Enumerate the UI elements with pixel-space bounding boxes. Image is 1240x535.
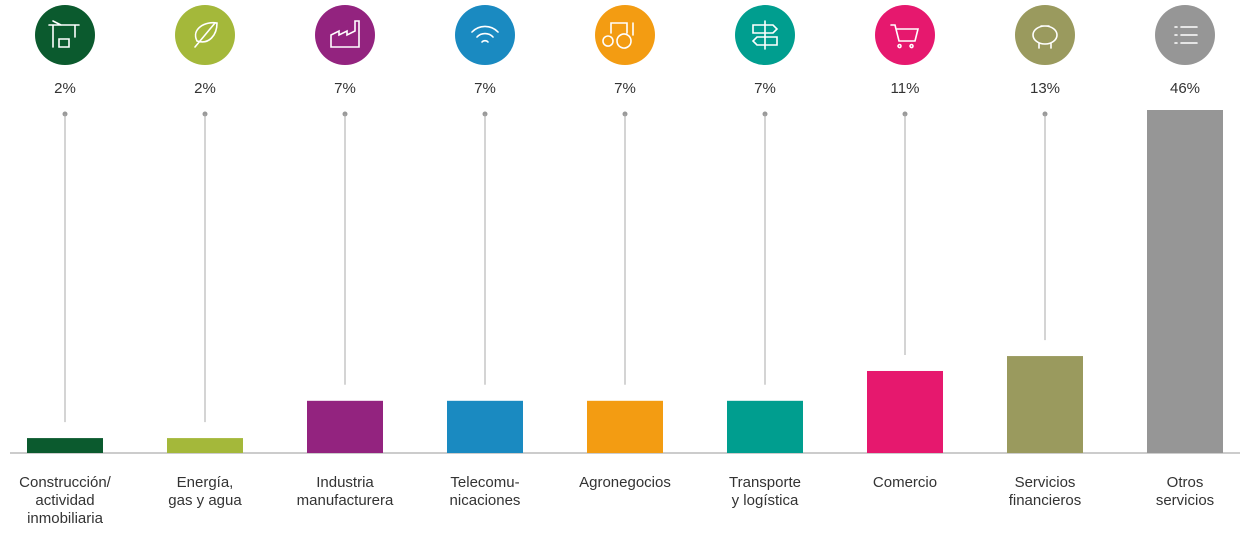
bar	[727, 400, 803, 453]
sector-icon	[1015, 5, 1075, 65]
icon-glyph	[330, 20, 360, 48]
category-label: Agronegocios	[579, 474, 671, 491]
value-label: 46%	[1170, 80, 1200, 97]
category-label: Otros servicios	[1155, 474, 1215, 509]
icon-circle	[875, 5, 935, 65]
value-label: 7%	[614, 80, 636, 97]
category-label: Comercio	[872, 474, 938, 491]
sector-icon	[1155, 5, 1215, 65]
bar	[1147, 110, 1223, 453]
sector-icon	[315, 5, 375, 65]
bar	[27, 438, 103, 453]
icon-glyph	[194, 21, 218, 48]
icon-circle	[315, 5, 375, 65]
value-label: 2%	[194, 80, 216, 97]
value-label: 7%	[334, 80, 356, 97]
icon-circle	[455, 5, 515, 65]
sector-icon	[175, 5, 235, 65]
category-label: Construcción/ actividad inmobiliaria	[19, 474, 111, 527]
bar	[1007, 356, 1083, 453]
icon-glyph	[1032, 25, 1058, 49]
icon-glyph	[48, 20, 80, 48]
value-label: 11%	[891, 80, 920, 97]
bar	[587, 400, 663, 453]
category-label: Industria manufacturera	[296, 474, 394, 509]
value-label: 7%	[754, 80, 776, 97]
icon-glyph	[890, 24, 920, 49]
category-label: Telecomu- nicaciones	[449, 474, 521, 509]
icon-circle	[1015, 5, 1075, 65]
bar	[307, 400, 383, 453]
bar	[167, 438, 243, 453]
icon-circle	[35, 5, 95, 65]
category-label: Servicios financieros	[1008, 474, 1082, 509]
category-label: Energía, gas y agua	[168, 474, 242, 509]
bar	[447, 400, 523, 453]
icon-glyph	[471, 25, 499, 43]
sector-icon	[35, 5, 95, 65]
value-label: 2%	[54, 80, 76, 97]
icon-glyph	[1174, 26, 1198, 44]
value-label: 13%	[1030, 80, 1060, 97]
sector-icon	[735, 5, 795, 65]
sector-icon	[875, 5, 935, 65]
icon-circle	[595, 5, 655, 65]
sector-icon	[595, 5, 655, 65]
value-label: 7%	[474, 80, 496, 97]
category-label: Transporte y logística	[729, 474, 801, 509]
bar	[867, 370, 943, 453]
icon-glyph	[602, 22, 634, 49]
icon-glyph	[751, 20, 779, 50]
sector-icon	[455, 5, 515, 65]
